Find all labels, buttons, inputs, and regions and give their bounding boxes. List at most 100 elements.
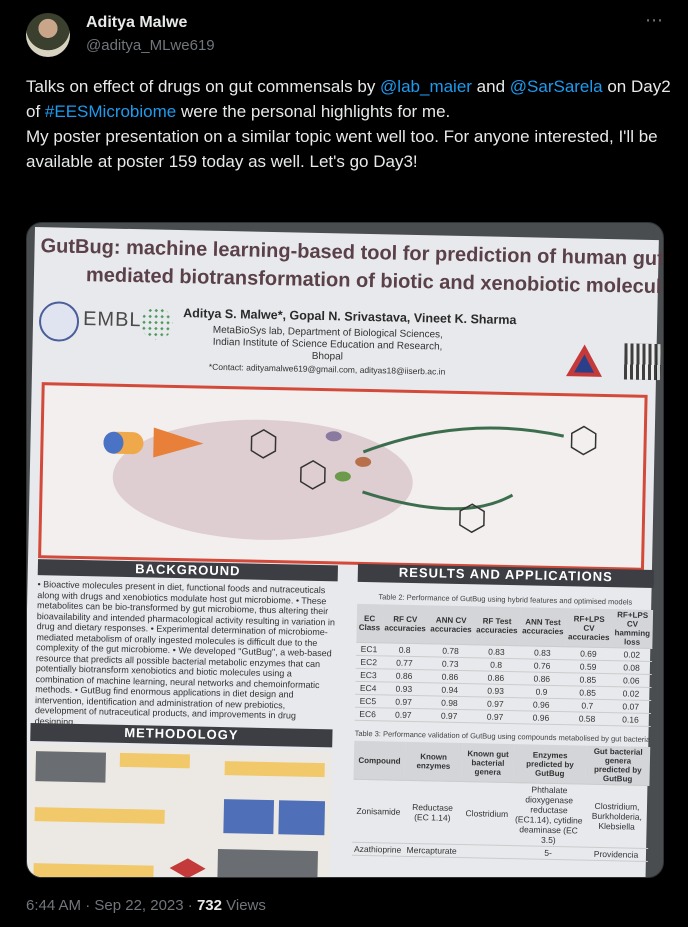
table2-cell: 0.8 [381, 642, 428, 657]
views-label: Views [221, 897, 266, 914]
results-tables: Table 2: Performance of GutBug using hyb… [351, 589, 654, 862]
table3-cell: 5- [511, 845, 585, 861]
poster: GutBug: machine learning-based tool for … [27, 227, 663, 877]
more-options-icon[interactable]: ⋯ [645, 10, 664, 30]
author-name[interactable]: Aditya Malwe [86, 14, 188, 31]
table3-cell: Phthalate dioxygenase reductase (EC1.14)… [512, 782, 586, 848]
institute-seal-logo [38, 301, 80, 342]
table2-header: RF+LPS CV hamming loss [611, 609, 654, 649]
poster-authors: Aditya S. Malwe*, Gopal N. Srivastava, V… [183, 306, 517, 328]
table3-header: Known enzymes [404, 741, 463, 782]
qr-code [623, 343, 661, 381]
author-avatar[interactable] [26, 13, 70, 57]
table2-cell: 0.96 [517, 710, 565, 725]
tweet-photo[interactable]: GutBug: machine learning-based tool for … [26, 222, 664, 878]
biotransformation-illustration [103, 419, 597, 540]
table2-cell: 0.94 [426, 682, 473, 697]
poster-title-line2: mediated biotransformation of biotic and… [85, 264, 664, 299]
table2-cell: 0.97 [472, 696, 519, 711]
table2-cell: 0.8 [473, 657, 520, 672]
table2-cell: 0.97 [471, 709, 519, 724]
author-handle[interactable]: @aditya_MLwe619 [86, 37, 215, 54]
table2-cell: 0.77 [381, 655, 428, 670]
table2-cell: 0.59 [564, 659, 612, 674]
table2-cell: 0.7 [564, 698, 611, 713]
table3-cell: Reductase (EC 1.14) [403, 780, 462, 845]
table3-cell [459, 844, 513, 859]
table3-cell: Mercapturate [403, 843, 461, 858]
table2-cell: 0.85 [564, 685, 611, 700]
table2-cell: 0.97 [380, 694, 427, 709]
mention-sarsarela[interactable]: @SarSarela [509, 77, 603, 96]
hashtag-eesmicrobiome[interactable]: #EESMicrobiome [44, 102, 177, 121]
table2-cell: 0.93 [380, 681, 427, 696]
table2: EC Class RF CV accuracies ANN CV accuracie… [354, 603, 654, 727]
table2-cell: EC1 [356, 642, 382, 656]
tweet-text-segment: and [471, 77, 510, 96]
table2-cell: 0.78 [427, 643, 474, 658]
tweet-text: Talks on effect of drugs on gut commensa… [26, 74, 671, 174]
table2-header: RF Test accuracies [473, 606, 521, 646]
table3-header: Compound [353, 740, 406, 781]
table2-cell: EC6 [354, 707, 381, 721]
table2-header: EC Class [356, 603, 383, 643]
table2-cell: 0.97 [380, 707, 427, 722]
tweet-paragraph-2: My poster presentation on a similar topi… [26, 127, 658, 171]
methodology-flowchart [27, 745, 333, 877]
tweet-text-segment: Talks on effect of drugs on gut commensa… [26, 77, 381, 96]
table3: Compound Known enzymes Known gut bacterial… [351, 740, 651, 862]
table3-row: Zonisamide Reductase (EC 1.14) Clostridium… [352, 779, 650, 849]
table2-cell: 0.93 [472, 683, 519, 698]
tweet-paragraph-1: Talks on effect of drugs on gut commensa… [26, 74, 671, 124]
metabiosys-logo [565, 344, 602, 377]
table3-header: Enzymes predicted by GutBug [513, 744, 587, 785]
table2-header: ANN CV accuracies [427, 605, 475, 645]
table2-cell: 0.58 [563, 711, 611, 726]
tweet-time[interactable]: 6:44 AM · Sep 22, 2023 · [26, 897, 197, 914]
table2-cell: 0.9 [518, 684, 565, 699]
table2-cell: 0.02 [611, 647, 653, 662]
table2-cell: 0.98 [426, 695, 473, 710]
poster-figure-biotransformation [38, 382, 648, 571]
background-text: • Bioactive molecules present in diet, f… [34, 579, 336, 727]
tweet-timestamp[interactable]: 6:44 AM · Sep 22, 2023 · 732 Views [26, 897, 266, 914]
embl-dots-logo [140, 307, 174, 340]
table2-cell: 0.96 [518, 697, 565, 712]
table2-cell: 0.83 [519, 645, 566, 660]
table2-cell: 0.86 [426, 669, 474, 684]
table3-header: Known gut bacterial genera [461, 743, 515, 783]
tweet-text-segment: on Day2 of [26, 77, 671, 121]
table3-cell: Azathioprine [351, 842, 404, 857]
table2-cell: 0.83 [473, 644, 520, 659]
mention-lab-maier[interactable]: @lab_maier [380, 77, 472, 96]
table2-cell: 0.08 [611, 660, 653, 675]
table2-cell: 0.86 [472, 670, 519, 685]
embl-logo: EMBL [82, 308, 142, 332]
table3-header: Gut bacterial genera predicted by GutBug [585, 745, 651, 786]
table2-cell: 0.07 [610, 699, 652, 714]
table2-cell: 0.86 [381, 668, 428, 683]
methodology-diagram [33, 751, 326, 877]
table2-cell: EC2 [355, 655, 382, 669]
table2-cell: EC4 [355, 681, 382, 695]
table2-cell: 0.97 [426, 708, 473, 723]
table2-cell: EC5 [355, 694, 381, 708]
table3-cell: Providencia [583, 847, 649, 862]
table2-cell: 0.76 [518, 658, 566, 673]
table2-cell: 0.69 [565, 646, 612, 661]
table2-cell: EC3 [355, 668, 382, 682]
tweet-text-segment: were the personal highlights for me. [176, 102, 451, 121]
table2-cell: 0.06 [610, 673, 652, 688]
table2-cell: 0.73 [427, 656, 474, 671]
table2-header: RF+LPS CV accuracies [565, 608, 613, 648]
table2-cell: 0.16 [609, 712, 651, 727]
table2-cell: 0.02 [610, 686, 652, 701]
table3-cell: Zonisamide [352, 779, 405, 844]
table3-cell: Clostridium, Burkholderia, Klebsiella [584, 784, 650, 849]
views-count: 732 [196, 897, 222, 914]
table3-cell: Clostridium [460, 781, 514, 846]
table2-header: ANN Test accuracies [519, 607, 567, 647]
table2-cell: 0.85 [564, 672, 612, 687]
poster-affiliation: MetaBioSys lab, Department of Biological… [207, 325, 448, 378]
table2-cell: 0.86 [518, 671, 565, 686]
